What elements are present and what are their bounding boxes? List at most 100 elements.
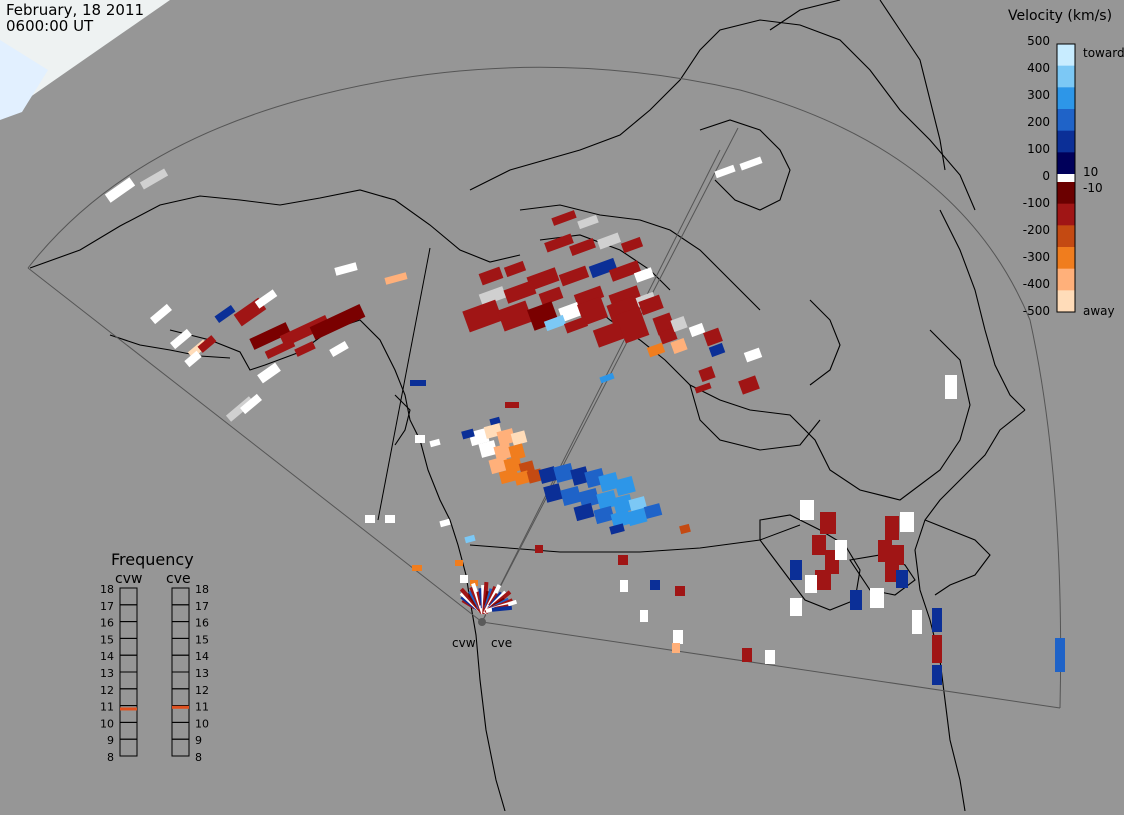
frequency-cell xyxy=(171,671,190,690)
echo-cell xyxy=(197,335,217,353)
echo-cell xyxy=(150,303,172,325)
fov-right-edge xyxy=(481,621,1061,709)
frequency-cell xyxy=(171,587,190,606)
daylight-region-inner xyxy=(0,40,48,120)
echo-cell xyxy=(526,267,560,291)
borders xyxy=(377,247,801,553)
echo-cell xyxy=(932,608,942,632)
echo-cell xyxy=(478,286,507,306)
echo-cell xyxy=(170,328,192,350)
colorbar-segment xyxy=(1057,225,1075,248)
frequency-cell xyxy=(119,654,138,673)
echo-cell xyxy=(885,516,899,540)
echo-cell xyxy=(384,272,408,285)
frequency-cell xyxy=(171,688,190,707)
echo-cell xyxy=(805,575,817,593)
echo-cell xyxy=(104,177,136,203)
echo-cell xyxy=(670,337,688,355)
fov-beam-2 xyxy=(481,149,721,623)
echo-cell xyxy=(618,555,628,565)
echo-cell xyxy=(815,570,831,590)
echo-cell xyxy=(608,260,642,282)
border-alaska-canada xyxy=(377,247,431,521)
coast-greenland xyxy=(769,0,946,171)
echo-cell xyxy=(670,315,688,333)
echo-cell xyxy=(912,610,922,634)
echo-cell xyxy=(249,322,291,350)
echo-cell xyxy=(569,238,596,256)
velocity-tick-label: 400 xyxy=(1027,61,1050,75)
echo-cell xyxy=(596,232,622,250)
echo-cell xyxy=(439,518,451,528)
echo-cell xyxy=(633,267,655,283)
frequency-cell xyxy=(171,637,190,656)
velocity-tick-label: 0 xyxy=(1042,169,1050,183)
echo-cell xyxy=(496,428,516,446)
frequency-cell xyxy=(171,721,190,740)
velocity-tick-label: -500 xyxy=(1023,304,1050,318)
echo-cells xyxy=(104,156,1065,685)
echo-cell xyxy=(614,475,636,497)
echo-cell xyxy=(410,380,426,386)
frequency-level-label: 16 xyxy=(195,617,209,630)
echo-cell xyxy=(708,342,726,358)
echo-cell xyxy=(609,523,625,535)
echo-cell xyxy=(577,214,599,230)
echo-cell xyxy=(573,502,595,522)
colorbar-segment xyxy=(1057,87,1075,110)
coast-archipelago-1 xyxy=(469,19,976,211)
echo-cell xyxy=(800,500,814,520)
frequency-level-label: 8 xyxy=(107,751,114,764)
echo-cell xyxy=(334,262,358,276)
echo-cell xyxy=(538,286,564,306)
echo-cell xyxy=(790,560,802,580)
echo-cell xyxy=(497,300,533,332)
radar-site-marker xyxy=(478,618,486,626)
echo-cell xyxy=(626,507,648,527)
frequency-cell xyxy=(119,738,138,757)
echo-cell xyxy=(694,382,712,394)
echo-cell xyxy=(365,515,375,523)
echo-cell xyxy=(592,320,628,348)
coast-baffin xyxy=(699,119,791,211)
colorbar-segment xyxy=(1057,130,1075,153)
echo-cell xyxy=(610,509,632,529)
frequency-level-label: 17 xyxy=(195,600,209,613)
echo-cell xyxy=(703,327,723,347)
echo-cell xyxy=(558,265,590,287)
colorbar-outline xyxy=(1056,43,1076,313)
velocity-title: Velocity (km/s) xyxy=(1008,8,1112,24)
echo-cell xyxy=(820,512,836,534)
echo-cell xyxy=(620,580,628,592)
frequency-cell xyxy=(119,621,138,639)
echo-cell xyxy=(932,665,942,685)
echo-cell xyxy=(714,164,736,179)
velocity-tick-label: 100 xyxy=(1027,142,1050,156)
colorbar-segment xyxy=(1057,203,1075,226)
frequency-level-label: 15 xyxy=(195,633,209,646)
frequency-cell xyxy=(171,604,190,623)
velocity-tick-label: 10 xyxy=(1083,165,1098,179)
velocity-colorbar xyxy=(1056,43,1076,313)
site-label-cve: cve xyxy=(491,636,512,650)
echo-cell xyxy=(742,648,752,662)
echo-cell xyxy=(470,580,478,586)
time-label: 0600:00 UT xyxy=(6,17,94,35)
echo-cell xyxy=(672,643,680,653)
frequency-level-label: 13 xyxy=(100,667,114,680)
frequency-level-label: 12 xyxy=(100,684,114,697)
velocity-tick-label: -100 xyxy=(1023,196,1050,210)
border-us-canada xyxy=(469,524,801,553)
colorbar-segment xyxy=(1057,109,1075,132)
frequency-cell xyxy=(119,604,138,623)
velocity-tick-label: -300 xyxy=(1023,250,1050,264)
echo-cell xyxy=(638,294,664,316)
frequency-cell xyxy=(171,738,190,757)
echo-cell xyxy=(503,280,537,304)
frequency-title: Frequency xyxy=(111,550,194,569)
echo-cell xyxy=(599,372,615,384)
echo-cell xyxy=(513,470,531,486)
echo-cell xyxy=(650,580,660,590)
echo-cell xyxy=(464,534,476,544)
